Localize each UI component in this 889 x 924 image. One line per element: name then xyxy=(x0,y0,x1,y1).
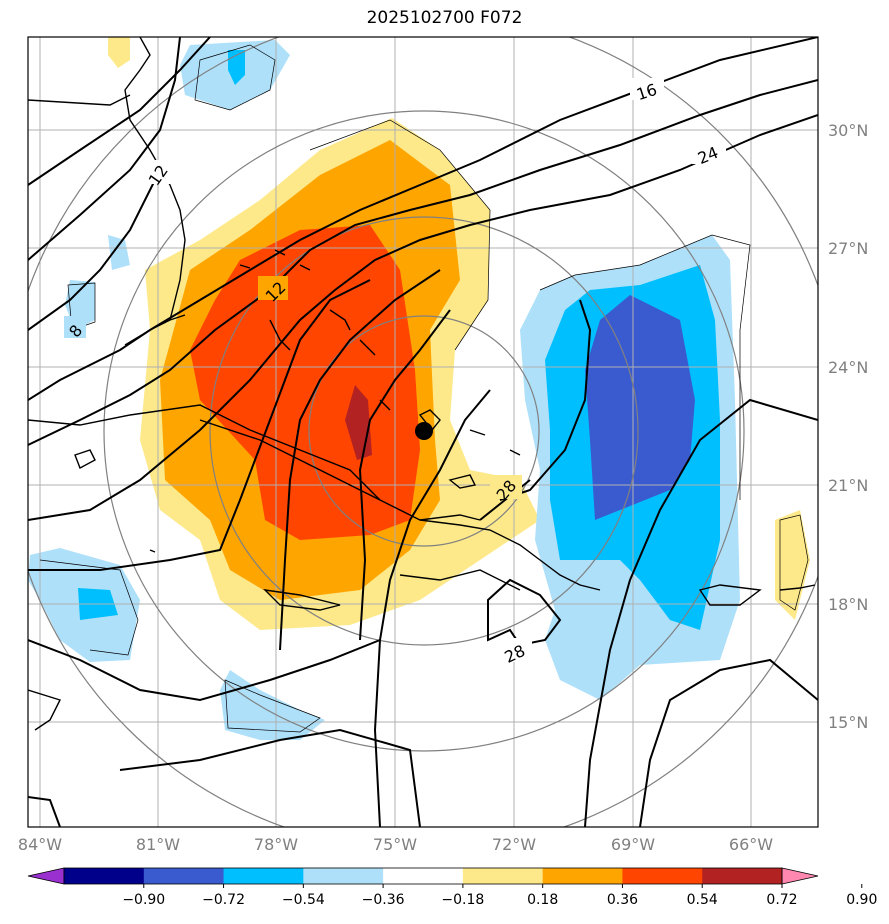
lon-tick-label: 69°W xyxy=(611,835,655,854)
colorbar-tick-label: 0.18 xyxy=(527,892,558,908)
colorbar-tick-label: −0.36 xyxy=(362,892,405,908)
lat-tick-label: 24°N xyxy=(828,358,868,377)
colorbar-bin xyxy=(303,868,384,884)
colorbar-tick-label: 0.72 xyxy=(766,892,797,908)
range-rings xyxy=(28,37,818,827)
lon-tick-label: 84°W xyxy=(18,835,62,854)
colorbar-ticks: −0.90 −0.72 −0.54 −0.36 −0.18 0.18 0.36 0.54 0.7… xyxy=(122,884,877,908)
lat-tick-label: 21°N xyxy=(828,476,868,495)
lat-tick-label: 27°N xyxy=(828,239,868,258)
lon-tick-label: 78°W xyxy=(254,835,298,854)
colorbar-bin xyxy=(64,868,145,884)
colorbar-tick-label: −0.72 xyxy=(202,892,245,908)
lon-tick-label: 72°W xyxy=(492,835,536,854)
isolines xyxy=(28,37,818,827)
colorbar-bin xyxy=(143,868,225,884)
lon-tick-label: 75°W xyxy=(373,835,417,854)
lat-tick-label: 30°N xyxy=(828,121,868,140)
lat-tick-label: 18°N xyxy=(828,595,868,614)
lat-tick-label: 15°N xyxy=(828,713,868,732)
lon-tick-label: 66°W xyxy=(729,835,773,854)
colorbar-swatches xyxy=(27,867,819,885)
colorbar-extend-low xyxy=(27,867,65,885)
colorbar-tick-label: −0.18 xyxy=(441,892,484,908)
map-title: 2025102700 F072 xyxy=(366,8,523,28)
colorbar-bin xyxy=(383,868,464,884)
colorbar-bin xyxy=(462,868,544,884)
colorbar-bin xyxy=(622,868,703,884)
storm-center-marker xyxy=(415,422,433,440)
colorbar-extend-high xyxy=(781,867,819,885)
latitude-labels: 30°N 27°N 24°N 21°N 18°N 15°N xyxy=(828,121,868,732)
longitude-labels: 84°W 81°W 78°W 75°W 72°W 69°W 66°W xyxy=(18,835,773,854)
anomaly-outlines xyxy=(39,44,809,733)
lon-tick-label: 81°W xyxy=(136,835,180,854)
colorbar-tick-label: 0.36 xyxy=(607,892,638,908)
colorbar-outline xyxy=(63,867,783,885)
colorbar: −0.90 −0.72 −0.54 −0.36 −0.18 0.18 0.36 0.54 0.7… xyxy=(27,867,877,908)
colorbar-tick-label: −0.90 xyxy=(122,892,165,908)
colorbar-tick-label: −0.54 xyxy=(282,892,325,908)
colorbar-tick-label: 0.90 xyxy=(846,892,877,908)
colorbar-tick-label: 0.54 xyxy=(687,892,718,908)
colorbar-bin xyxy=(542,868,623,884)
colorbar-bin xyxy=(702,868,783,884)
plot-frame xyxy=(27,36,819,828)
colorbar-bin xyxy=(223,868,304,884)
